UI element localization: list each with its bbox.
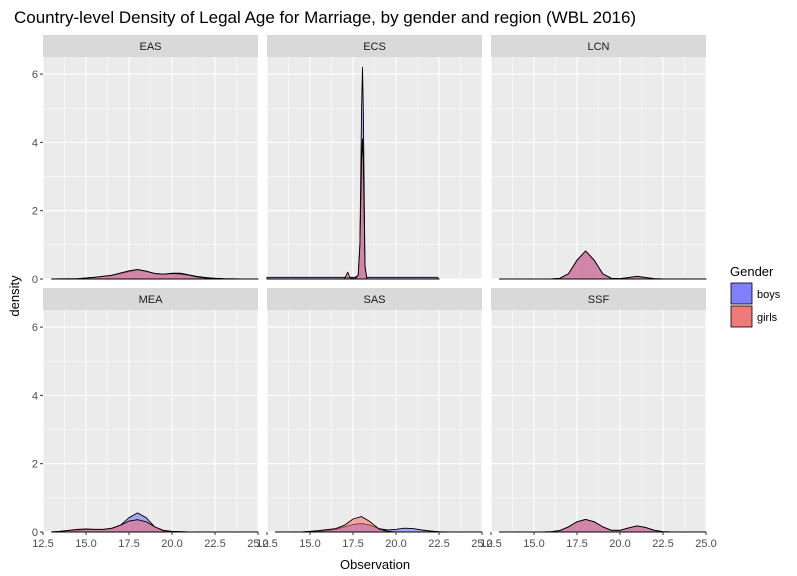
y-tick-label: 6: [32, 69, 38, 81]
legend-key-girls: [730, 305, 753, 328]
y-tick-label: 2: [32, 459, 38, 471]
x-tick-label: 22.5: [652, 538, 673, 550]
x-axis-title: Observation: [340, 557, 410, 572]
legend-title: Gender: [730, 264, 774, 279]
density-area-boys: [266, 66, 440, 280]
facet-panel-ssf: SSF 12.5 15.0 17.5 20.0 22.5 25.0: [480, 288, 717, 550]
legend: Gender boys girls: [730, 264, 781, 328]
facet-strip: [43, 35, 258, 57]
legend-label-girls: girls: [757, 312, 778, 324]
facet-panel-lcn: LCN: [490, 35, 707, 280]
x-tick-label: 17.5: [118, 538, 139, 550]
x-tick-label: 12.5: [480, 538, 501, 550]
x-tick-label: 17.5: [566, 538, 587, 550]
x-tick-label: 12.5: [256, 538, 277, 550]
facet-strip: [491, 288, 706, 310]
facet-panel-eas: EAS 0 2 4 6: [32, 35, 259, 286]
facet-strip: [267, 288, 482, 310]
facet-strip-label: LCN: [587, 41, 609, 53]
x-tick-label: 20.0: [385, 538, 406, 550]
y-tick-label: 4: [32, 137, 38, 149]
density-area-girls: [51, 268, 259, 280]
density-area-girls: [51, 519, 259, 533]
legend-key-boys: [730, 282, 753, 305]
facet-strip: [491, 35, 706, 57]
legend-label-boys: boys: [757, 289, 781, 301]
x-tick-label: 25.0: [695, 538, 716, 550]
x-tick-label: 12.5: [32, 538, 53, 550]
facet-strip-label: EAS: [139, 41, 161, 53]
y-tick-label: 0: [32, 527, 38, 539]
x-tick-label: 17.5: [342, 538, 363, 550]
y-tick-label: 4: [32, 390, 38, 402]
facet-panels: EAS 0 2 4 6 ECS LCN MEA 0 2 4 6 12.5 15.0 17.5 20.0 22.5…: [32, 35, 717, 550]
x-tick-label: 20.0: [609, 538, 630, 550]
facet-strip-label: SAS: [363, 294, 385, 306]
density-area-girls: [499, 250, 707, 280]
x-tick-label: 15.0: [299, 538, 320, 550]
y-tick-label: 6: [32, 322, 38, 334]
x-tick-label: 25.0: [247, 538, 268, 550]
facet-panel-sas: SAS 12.5 15.0 17.5 20.0 22.5 25.0: [256, 288, 493, 550]
y-tick-label: 0: [32, 274, 38, 286]
facet-panel-mea: MEA 0 2 4 6 12.5 15.0 17.5 20.0 22.5 25.0: [32, 288, 269, 550]
y-tick-label: 2: [32, 206, 38, 218]
x-tick-label: 22.5: [428, 538, 449, 550]
x-tick-label: 25.0: [471, 538, 492, 550]
density-area-girls: [266, 138, 440, 280]
x-tick-label: 20.0: [161, 538, 182, 550]
x-tick-label: 22.5: [204, 538, 225, 550]
y-axis-title: density: [7, 275, 22, 317]
facet-strip-label: MEA: [139, 294, 164, 306]
x-tick-label: 15.0: [523, 538, 544, 550]
facet-panel-ecs: ECS: [266, 35, 483, 280]
facet-strip: [267, 35, 482, 57]
density-area-girls: [499, 518, 707, 533]
facet-strip-label: SSF: [588, 294, 610, 306]
density-area-girls: [275, 516, 483, 533]
chart-title: Country-level Density of Legal Age for M…: [14, 8, 636, 27]
x-tick-label: 15.0: [75, 538, 96, 550]
facet-strip: [43, 288, 258, 310]
facet-strip-label: ECS: [363, 41, 386, 53]
